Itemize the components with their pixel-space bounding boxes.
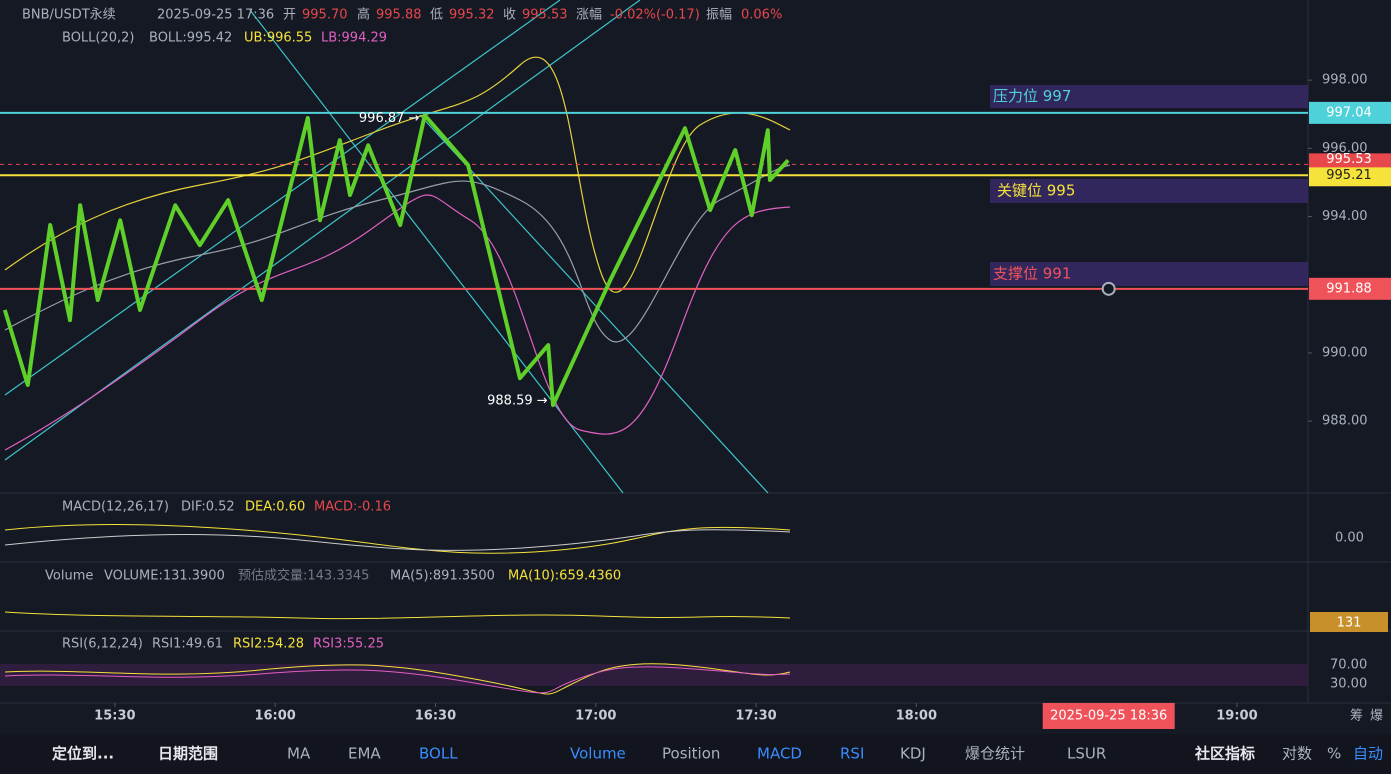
annotation: 988.59 → — [487, 394, 548, 409]
y-tick-label: 988.00 — [1322, 414, 1368, 429]
crosshair-dot — [1101, 281, 1116, 296]
level-label: 997.04 — [1326, 105, 1372, 120]
toolbar-item[interactable]: 定位到... — [52, 745, 114, 763]
toolbar-item[interactable]: 对数 — [1282, 745, 1312, 763]
zone-box — [990, 179, 1308, 203]
rsi-tick-label: 30.00 — [1330, 677, 1367, 692]
macd-name: MACD(12,26,17) — [62, 500, 169, 515]
header: BNB/USDT永续 2025-09-25 17:36 开 995.70 高 9… — [22, 7, 1388, 724]
vol-current-bg — [1310, 612, 1388, 632]
macd-tick: 0.00 — [1335, 531, 1364, 546]
rsi-band — [0, 664, 1308, 686]
x-tick-label: 15:30 — [94, 709, 135, 724]
macd-dif — [4, 529, 791, 551]
last-price-label: 995.53 — [1326, 152, 1372, 167]
boll-lb: LB:994.29 — [321, 31, 387, 46]
value: -0.02%(-0.17) — [610, 8, 700, 23]
rsi1: RSI1:49.61 — [152, 637, 223, 652]
vol-current: 131 — [1337, 616, 1362, 631]
x-tick-label: 16:00 — [254, 709, 295, 724]
boll-mid: BOLL:995.42 — [149, 31, 232, 46]
macd-value: MACD:-0.16 — [314, 500, 391, 515]
x-tick-label: 17:00 — [575, 709, 616, 724]
x-tick-label: 18:00 — [896, 709, 937, 724]
label: 低 — [430, 8, 443, 23]
value: 995.32 — [449, 8, 495, 23]
toolbar-item[interactable]: EMA — [348, 745, 381, 763]
vol-name: Volume — [45, 569, 93, 584]
toolbar-item[interactable]: LSUR — [1067, 745, 1106, 763]
toolbar-item[interactable]: Volume — [570, 745, 626, 763]
zone-box — [990, 85, 1308, 108]
zone-box — [990, 262, 1308, 286]
toolbar-item[interactable]: 爆仓统计 — [965, 745, 1025, 763]
level-tag — [1309, 101, 1391, 124]
vol-est: 预估成交量:143.3345 — [238, 568, 369, 584]
toolbar-item[interactable]: 自动 — [1353, 745, 1383, 763]
rsi-name: RSI(6,12,24) — [62, 637, 143, 652]
label: 开 — [283, 8, 296, 23]
y-tick-label: 998.00 — [1322, 73, 1368, 88]
toolbar-item[interactable]: MACD — [757, 745, 802, 763]
value: 995.88 — [376, 8, 422, 23]
zone-label: 关键位 995 — [997, 182, 1075, 200]
y-tick-label: 990.00 — [1322, 345, 1368, 360]
vol-value: VOLUME:131.3900 — [104, 569, 225, 584]
crosshair-label: 2025-09-25 18:36 — [1050, 709, 1167, 724]
value: 995.70 — [302, 8, 348, 23]
label: 收 — [503, 8, 516, 23]
toolbar-item[interactable]: KDJ — [900, 745, 926, 763]
annotation: 996.87 → — [359, 111, 420, 126]
toolbar-item[interactable]: 社区指标 — [1194, 745, 1255, 763]
rsi-tick-label: 70.00 — [1330, 658, 1367, 673]
label: 振幅 — [706, 8, 732, 23]
vol-ma5: MA(5):891.3500 — [390, 569, 495, 584]
rsi-line-2 — [4, 666, 791, 694]
boll-ub: UB:996.55 — [244, 31, 312, 46]
volume-ma — [4, 611, 791, 620]
y-tick-label: 994.00 — [1322, 209, 1368, 224]
toolbar-item[interactable]: BOLL — [419, 745, 458, 763]
level-label: 995.21 — [1326, 168, 1372, 183]
zigzag-line — [2, 113, 790, 408]
vol-ma10: MA(10):659.4360 — [508, 569, 621, 584]
toolbar-item[interactable]: 日期范围 — [158, 745, 218, 763]
time: 2025-09-25 17:36 — [157, 8, 274, 23]
crosshair-tag — [1042, 703, 1175, 729]
toolbar-item[interactable]: RSI — [840, 745, 864, 763]
zone-label: 压力位 997 — [993, 87, 1071, 105]
level-tag — [1309, 277, 1391, 300]
zone-label: 支撑位 991 — [993, 265, 1071, 283]
symbol: BNB/USDT永续 — [22, 8, 116, 23]
rsi3: RSI3:55.25 — [313, 637, 384, 652]
macd-dif: DIF:0.52 — [181, 500, 235, 515]
boll-name: BOLL(20,2) — [62, 31, 135, 46]
rsi-line — [4, 663, 791, 695]
toolbar-item[interactable]: % — [1327, 745, 1341, 763]
value: 0.06% — [741, 8, 782, 23]
toolbar-item[interactable]: MA — [287, 745, 311, 763]
rsi2: RSI2:54.28 — [233, 637, 304, 652]
label: 高 — [357, 7, 370, 23]
axis-icon[interactable]: 筹 — [1350, 708, 1363, 724]
toolbar: 定位到... 日期范围 MA EMA BOLL Volume Position MACD RSI… — [52, 745, 1383, 763]
toolbar-item[interactable]: Position — [662, 745, 720, 763]
level-tag — [1309, 164, 1391, 187]
value: 995.53 — [522, 8, 568, 23]
label: 涨幅 — [576, 8, 602, 23]
x-tick-label: 17:30 — [735, 709, 776, 724]
boll-bands — [4, 56, 791, 451]
x-tick-label: 19:00 — [1216, 709, 1257, 724]
toolbar-bg — [0, 734, 1391, 774]
level-label: 991.88 — [1326, 281, 1372, 296]
x-tick-label: 16:30 — [415, 709, 456, 724]
macd-dea: DEA:0.60 — [245, 500, 305, 515]
last-price-tag — [1309, 153, 1391, 168]
axis-icon[interactable]: 爆 — [1370, 709, 1383, 724]
y-tick-label: 996.00 — [1322, 141, 1368, 156]
